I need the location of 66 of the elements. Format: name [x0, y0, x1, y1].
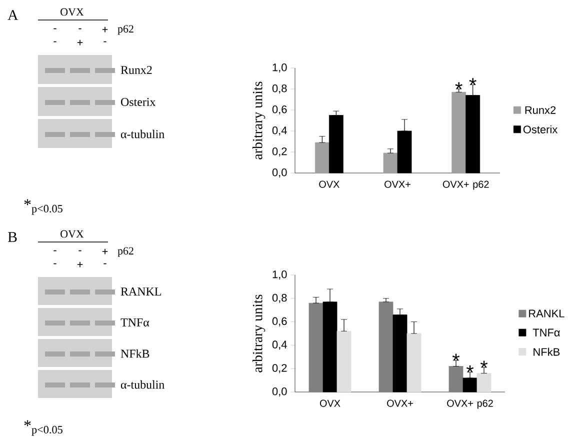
y-tick-label: 1,0 [272, 63, 287, 73]
y-tick-label: 0,2 [272, 364, 287, 374]
bar [448, 366, 464, 392]
text: + [77, 40, 83, 46]
bar [383, 152, 398, 174]
x-tick-label: OVX [320, 400, 340, 407]
bar [314, 142, 330, 174]
legend-label: NFkB [534, 348, 560, 356]
x-tick-label: OVX+ [384, 180, 410, 188]
bar [452, 92, 466, 174]
text: NFkB [120, 349, 150, 358]
bar [378, 302, 394, 392]
text: - [78, 250, 82, 252]
x-tick-label: OVX+ [387, 400, 413, 407]
text: - [54, 28, 56, 30]
text: α-tubulin [120, 380, 164, 389]
y-tick-label: 0,4 [272, 126, 287, 136]
text: *$_{p<0.05}$ [24, 420, 62, 436]
y-tick-label: 0,6 [272, 317, 287, 326]
y-tick-label: 0,2 [272, 147, 287, 157]
text: - [104, 263, 106, 264]
text: + [102, 26, 108, 32]
y-axis-title: arbitrary units [252, 294, 266, 372]
annotation: * [452, 354, 460, 361]
bar [336, 330, 352, 392]
x-tick-label: OVX+ p62 [447, 400, 493, 409]
text: - [54, 263, 56, 264]
text: + [102, 248, 108, 254]
y-axis-title: arbitrary units [252, 82, 266, 160]
text: α-tubulin [120, 130, 164, 138]
text: + [77, 262, 83, 268]
annotation: * [469, 78, 476, 86]
text: Osterix [121, 98, 156, 106]
text: TNFα [120, 318, 150, 326]
y-tick-label: 0,6 [272, 105, 287, 115]
y-tick-label: 1,0 [272, 270, 287, 280]
text: - [104, 41, 106, 42]
annotation: * [455, 82, 462, 90]
text: - [54, 250, 56, 252]
bar [308, 302, 324, 392]
text: OVX [60, 230, 84, 238]
x-tick-label: OVX [319, 180, 340, 188]
y-tick-label: 0,8 [272, 294, 287, 303]
y-tick-label: 0,0 [272, 168, 287, 178]
text: p62 [118, 247, 134, 257]
annotation: * [480, 360, 488, 368]
y-tick-label: 0,8 [272, 84, 287, 94]
text: RANKL [120, 288, 161, 296]
text: p62 [118, 25, 134, 35]
text: - [54, 41, 56, 42]
legend-label: Runx2 [525, 106, 556, 114]
x-tick-label: OVX+ p62 [442, 180, 489, 190]
text: Runx2 [120, 66, 152, 74]
legend-label: TNFα [532, 328, 560, 336]
text: OVX [60, 8, 84, 16]
y-tick-label: 0,0 [272, 387, 287, 397]
bar [406, 333, 422, 392]
text: A [8, 10, 18, 20]
y-tick-label: 0,4 [272, 340, 287, 350]
bar [476, 373, 492, 392]
annotation: * [466, 365, 474, 372]
legend-label: Osterix [523, 125, 558, 134]
legend-label: RANKL [529, 310, 564, 318]
text: *$_{p<0.05}$ [24, 199, 62, 215]
text: - [78, 28, 82, 30]
text: B [8, 232, 17, 242]
